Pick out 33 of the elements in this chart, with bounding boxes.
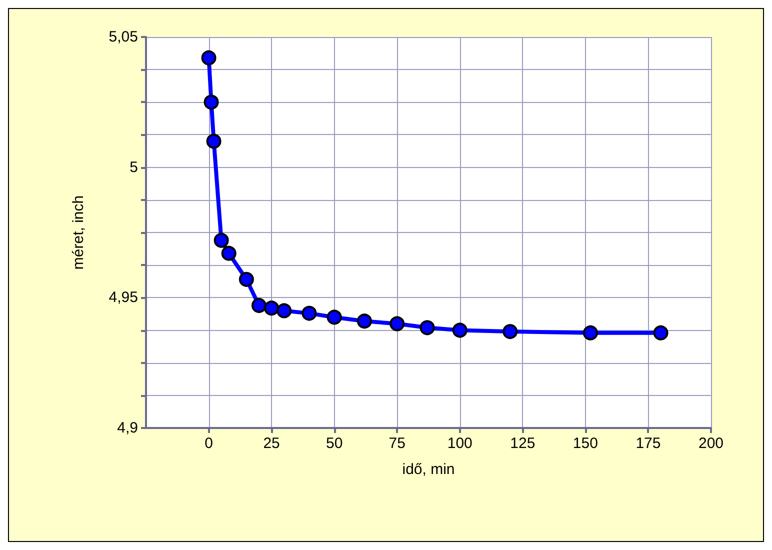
x-tick-label: 175	[636, 435, 661, 452]
y-tick-label: 5,05	[108, 28, 138, 46]
y-tick-label: 4,95	[108, 289, 138, 306]
point	[204, 94, 219, 110]
x-tick-label: 125	[510, 435, 536, 452]
point	[252, 298, 266, 313]
x-tick-label: 150	[572, 435, 598, 452]
x-tick-label: 25	[263, 435, 280, 452]
y-axis-title: méret, inch	[70, 195, 87, 270]
x-tick-label: 200	[698, 435, 724, 452]
point	[214, 232, 229, 248]
y-tick-label: 4,9	[117, 420, 138, 436]
point	[452, 322, 468, 338]
point	[221, 246, 236, 261]
point	[390, 316, 405, 332]
point	[502, 324, 518, 340]
point	[264, 300, 280, 316]
point	[206, 134, 222, 149]
x-tick-label: 100	[447, 435, 472, 452]
x-tick-label: 50	[326, 435, 343, 452]
point	[302, 306, 317, 321]
point	[356, 314, 372, 329]
point	[653, 325, 668, 340]
point	[238, 272, 254, 287]
point	[420, 320, 435, 336]
point	[201, 50, 216, 66]
y-tick-label: 5	[130, 158, 138, 176]
x-tick-label: 0	[204, 435, 213, 452]
point	[276, 303, 292, 318]
point	[326, 310, 342, 325]
x-axis-title: idő, min	[402, 461, 455, 478]
x-tick-label: 75	[388, 435, 406, 452]
point	[582, 325, 598, 340]
